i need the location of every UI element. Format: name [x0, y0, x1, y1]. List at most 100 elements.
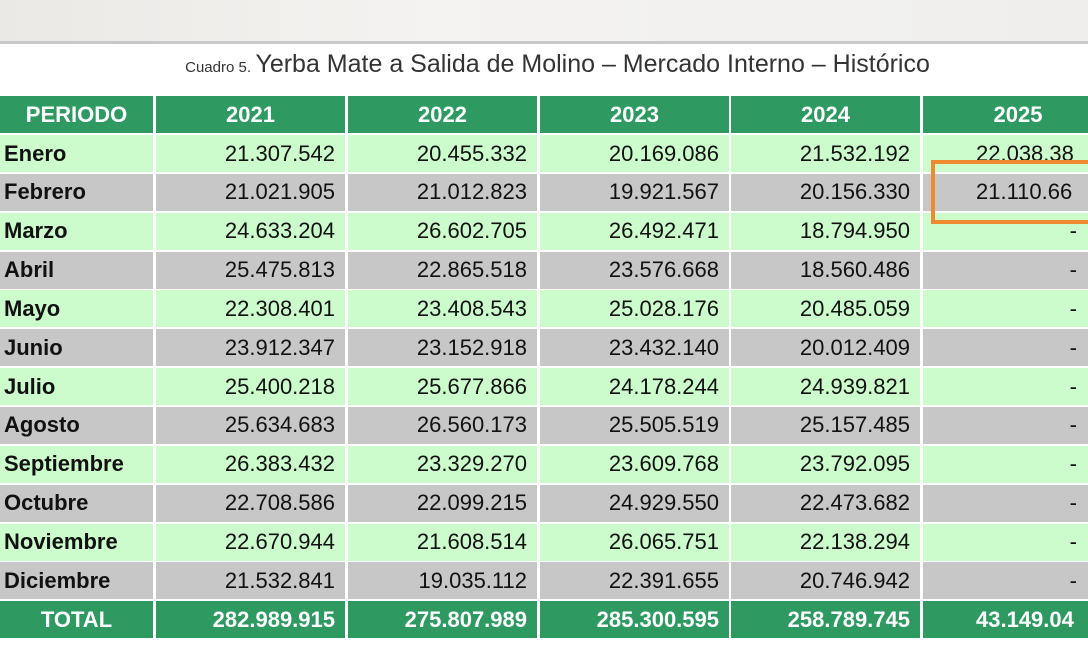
table-cell: -: [923, 251, 1088, 289]
row-label: TOTAL: [0, 601, 153, 639]
table-cell: 24.929.550: [540, 484, 729, 522]
table-cell: 285.300.595: [540, 601, 729, 639]
table-cell: 26.492.471: [540, 212, 729, 250]
table-cell: 21.021.905: [156, 173, 345, 211]
table-cell: 25.475.813: [156, 251, 345, 289]
table-cell: 21.608.514: [348, 523, 537, 561]
table-cell: 18.794.950: [731, 212, 920, 250]
row-label: Febrero: [0, 173, 153, 211]
table-cell: 26.383.432: [156, 445, 345, 483]
table-cell: 21.532.192: [731, 135, 920, 172]
caption-prefix: Cuadro 5.: [185, 59, 251, 76]
table-cell: 23.329.270: [348, 445, 537, 483]
row-label: Diciembre: [0, 562, 153, 600]
table-row: Abril 25.475.813 22.865.518 23.576.668 18.56…: [0, 251, 1088, 289]
table-cell: 275.807.989: [348, 601, 537, 639]
table-cell: 22.473.682: [731, 484, 920, 522]
table-row: Agosto 25.634.683 26.560.173 25.505.519 25.1…: [0, 406, 1088, 444]
table-cell: 2022: [348, 96, 537, 133]
table-cell: 24.178.244: [540, 368, 729, 406]
table-cell: 19.035.112: [348, 562, 537, 600]
table-cell: -: [923, 484, 1088, 522]
table-row: Diciembre 21.532.841 19.035.112 22.391.655 2…: [0, 562, 1088, 600]
table-cell: 20.156.330: [731, 173, 920, 211]
highlight-box: [931, 160, 1088, 224]
table-caption: Cuadro 5. Yerba Mate a Salida de Molino …: [0, 50, 1088, 79]
row-label: Noviembre: [0, 523, 153, 561]
table-cell: -: [923, 562, 1088, 600]
table-cell: 20.746.942: [731, 562, 920, 600]
table-cell: 23.432.140: [540, 329, 729, 367]
table-cell: 26.602.705: [348, 212, 537, 250]
table-cell: 21.532.841: [156, 562, 345, 600]
table-cell: 20.485.059: [731, 290, 920, 328]
row-label: Enero: [0, 135, 153, 172]
table-cell: 22.708.586: [156, 484, 345, 522]
row-label: Junio: [0, 329, 153, 367]
header-row: PERIODO 2021 2022 2023 2024 2025: [0, 96, 1088, 133]
total-row: TOTAL 282.989.915 275.807.989 285.300.595 25…: [0, 601, 1088, 639]
divider: [0, 41, 1088, 44]
page-background: [0, 0, 1088, 41]
table-cell: 26.560.173: [348, 406, 537, 444]
table-cell: -: [923, 445, 1088, 483]
table-cell: 24.939.821: [731, 368, 920, 406]
table-cell: 25.505.519: [540, 406, 729, 444]
table-cell: 26.065.751: [540, 523, 729, 561]
table-cell: 20.455.332: [348, 135, 537, 172]
table-cell: 23.609.768: [540, 445, 729, 483]
table-row: Mayo 22.308.401 23.408.543 25.028.176 20.485…: [0, 290, 1088, 328]
table-row: Octubre 22.708.586 22.099.215 24.929.550 22.…: [0, 484, 1088, 522]
table-cell: 2024: [731, 96, 920, 133]
row-label: Marzo: [0, 212, 153, 250]
table-cell: 25.028.176: [540, 290, 729, 328]
table-cell: 2023: [540, 96, 729, 133]
table-cell: 22.670.944: [156, 523, 345, 561]
table-cell: -: [923, 329, 1088, 367]
table-cell: 25.677.866: [348, 368, 537, 406]
table-cell: 23.576.668: [540, 251, 729, 289]
table-cell: -: [923, 290, 1088, 328]
row-label: Abril: [0, 251, 153, 289]
table-cell: 2025: [923, 96, 1088, 133]
row-label: Mayo: [0, 290, 153, 328]
table-row: Enero 21.307.542 20.455.332 20.169.086 21.53…: [0, 135, 1088, 172]
table-cell: 22.391.655: [540, 562, 729, 600]
table-row: Julio 25.400.218 25.677.866 24.178.244 24.93…: [0, 368, 1088, 406]
table-row: Febrero 21.021.905 21.012.823 19.921.567 20.…: [0, 173, 1088, 211]
table-cell: 2021: [156, 96, 345, 133]
table-row: Noviembre 22.670.944 21.608.514 26.065.751 2…: [0, 523, 1088, 561]
table-cell: 258.789.745: [731, 601, 920, 639]
table-cell: 22.138.294: [731, 523, 920, 561]
table-cell: -: [923, 406, 1088, 444]
table-row: Marzo 24.633.204 26.602.705 26.492.471 18.79…: [0, 212, 1088, 250]
table-cell: 22.308.401: [156, 290, 345, 328]
table-cell: 23.152.918: [348, 329, 537, 367]
table-cell: 25.634.683: [156, 406, 345, 444]
table-cell: 24.633.204: [156, 212, 345, 250]
table-cell: -: [923, 523, 1088, 561]
table-cell: 19.921.567: [540, 173, 729, 211]
row-label: Julio: [0, 368, 153, 406]
table-cell: 21.110.66: [923, 173, 1088, 211]
table-cell: 21.012.823: [348, 173, 537, 211]
table-cell: 18.560.486: [731, 251, 920, 289]
table-row: Septiembre 26.383.432 23.329.270 23.609.768…: [0, 445, 1088, 483]
table-cell: 23.912.347: [156, 329, 345, 367]
table-cell: 43.149.04: [923, 601, 1088, 639]
row-label: PERIODO: [0, 96, 153, 133]
caption-title: Yerba Mate a Salida de Molino – Mercado …: [255, 50, 930, 78]
table-cell: 282.989.915: [156, 601, 345, 639]
row-label: Agosto: [0, 406, 153, 444]
row-label: Octubre: [0, 484, 153, 522]
table-cell: 23.792.095: [731, 445, 920, 483]
table-cell: 22.038.38: [923, 135, 1088, 172]
table-cell: 21.307.542: [156, 135, 345, 172]
table-row: Junio 23.912.347 23.152.918 23.432.140 20.01…: [0, 329, 1088, 367]
table-cell: 22.865.518: [348, 251, 537, 289]
table-cell: -: [923, 212, 1088, 250]
table-cell: 20.012.409: [731, 329, 920, 367]
table-cell: 25.157.485: [731, 406, 920, 444]
table-cell: -: [923, 368, 1088, 406]
table-cell: 23.408.543: [348, 290, 537, 328]
